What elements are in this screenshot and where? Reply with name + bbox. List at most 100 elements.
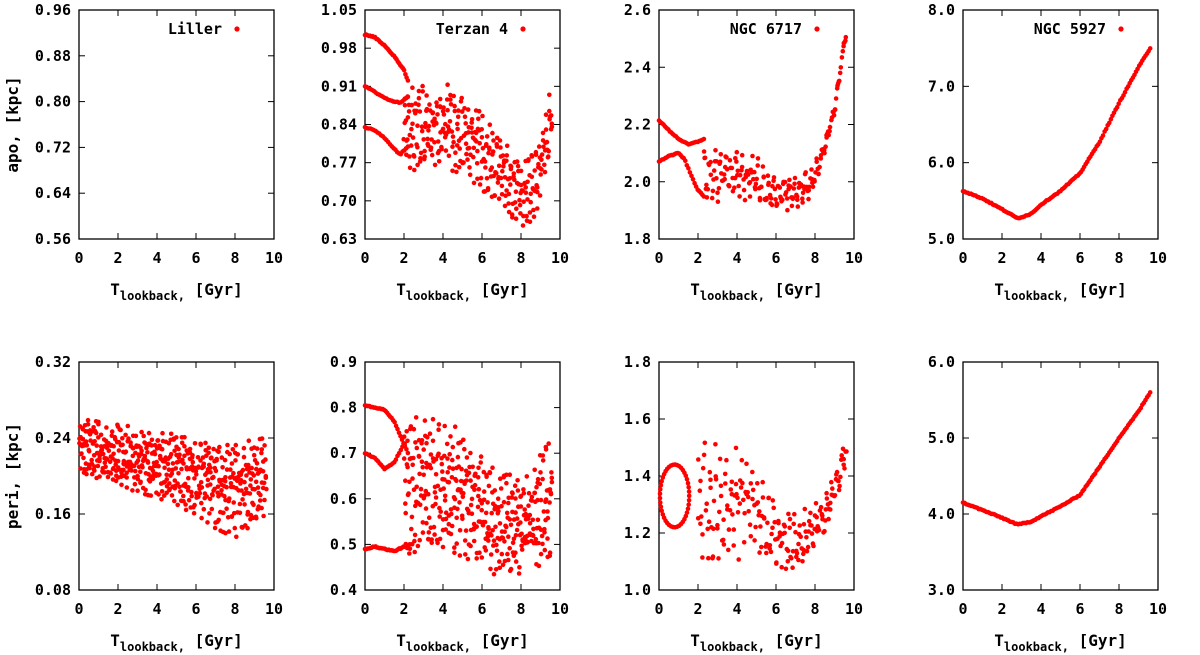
data-point [459, 109, 465, 114]
data-point [726, 527, 732, 532]
data-point [464, 478, 469, 483]
data-point [478, 175, 484, 181]
data-point [474, 556, 480, 561]
data-point [464, 455, 470, 460]
data-point [755, 156, 761, 161]
data-point [504, 472, 509, 478]
data-point [761, 516, 767, 521]
data-point [206, 445, 212, 451]
data-point [259, 447, 265, 452]
data-point [401, 67, 407, 73]
data-point [230, 447, 236, 452]
data-point [786, 511, 791, 517]
x-tick-label: 6 [771, 600, 780, 618]
data-point [144, 445, 149, 451]
data-point [445, 82, 450, 87]
data-point [421, 472, 427, 478]
data-point [489, 165, 495, 170]
data-point [513, 533, 519, 538]
data-point [792, 511, 797, 517]
data-point [777, 185, 783, 190]
data-point [741, 187, 747, 193]
data-point [432, 490, 438, 495]
data-point [500, 168, 505, 174]
data-point [686, 489, 692, 494]
data-point [419, 438, 425, 443]
x-tick-label: 4 [152, 600, 161, 618]
data-point [518, 211, 523, 216]
data-point [449, 523, 455, 529]
data-point [434, 121, 439, 126]
data-point [510, 540, 516, 546]
y-tick-label: 8.0 [928, 1, 955, 19]
data-point [404, 429, 410, 434]
data-point [420, 530, 426, 535]
data-point [176, 446, 181, 452]
data-point [546, 154, 551, 159]
y-tick-label: 0.77 [321, 154, 357, 172]
data-point [513, 189, 519, 194]
data-point [742, 197, 748, 203]
data-point [447, 119, 453, 124]
data-point [546, 148, 551, 154]
data-point [442, 423, 448, 429]
data-point [441, 112, 447, 117]
data-point [539, 533, 545, 539]
data-point [430, 438, 436, 444]
data-point [832, 493, 838, 498]
data-point [827, 124, 833, 130]
data-point [500, 153, 506, 158]
data-point [527, 219, 533, 225]
data-point [766, 180, 771, 186]
data-point [508, 164, 514, 169]
plot-frame [364, 361, 561, 591]
data-point [491, 538, 497, 543]
data-point [253, 516, 259, 521]
data-point [838, 474, 843, 480]
data-point [405, 94, 410, 99]
data-point [519, 543, 524, 549]
data-point [504, 188, 509, 193]
data-point [726, 547, 731, 553]
data-point [787, 516, 793, 522]
data-point [457, 146, 463, 151]
data-point [529, 174, 535, 180]
data-point [433, 472, 439, 477]
data-point [730, 188, 736, 194]
data-point [416, 102, 421, 108]
data-point [810, 184, 816, 189]
data-point [472, 487, 477, 493]
data-point [514, 159, 520, 164]
data-point [495, 496, 501, 502]
data-point [212, 525, 218, 531]
data-point [444, 441, 450, 447]
data-point [521, 487, 526, 492]
data-point [432, 532, 437, 537]
data-point [820, 513, 825, 519]
y-tick-label: 4.0 [928, 505, 955, 523]
data-point [199, 515, 204, 521]
data-point [89, 471, 95, 477]
data-point [407, 132, 413, 138]
data-point [480, 113, 485, 119]
data-point [97, 474, 102, 479]
data-point [518, 493, 524, 499]
data-point [542, 530, 547, 535]
data-point [254, 461, 260, 466]
data-point [419, 124, 425, 129]
data-point [450, 466, 456, 472]
data-point [504, 480, 509, 486]
data-point [415, 543, 421, 549]
data-point [186, 497, 192, 503]
x-tick-label: 6 [1075, 249, 1084, 267]
data-point [85, 422, 91, 427]
data-point [518, 504, 524, 509]
x-tick-label: 2 [693, 600, 702, 618]
data-point [700, 532, 705, 537]
x-axis-label: Tlookback, [Gyr] [994, 631, 1126, 654]
data-point [496, 508, 501, 514]
data-point [752, 169, 757, 175]
data-point [479, 127, 485, 132]
data-point [421, 447, 427, 452]
data-point [465, 157, 470, 162]
